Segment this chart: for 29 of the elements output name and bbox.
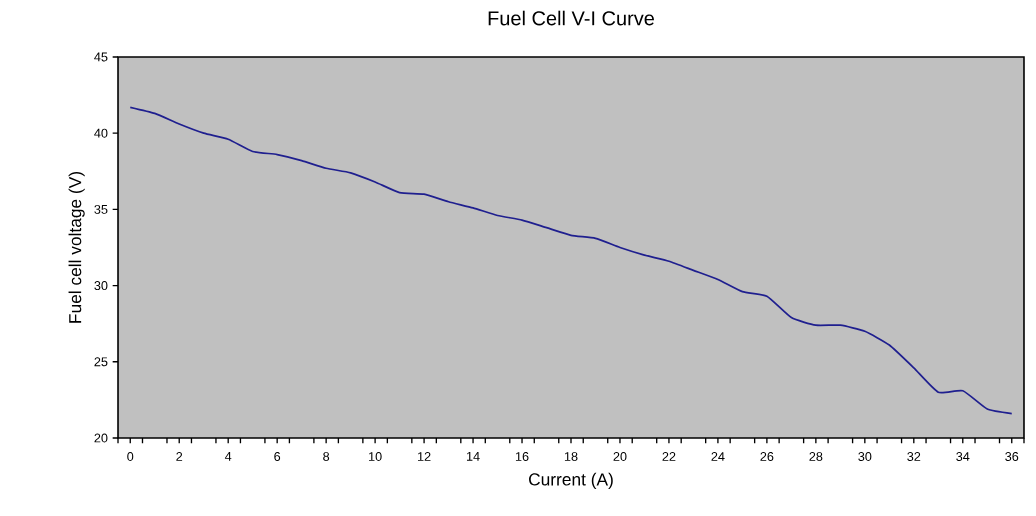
- y-tick-label: 30: [94, 281, 108, 291]
- x-tick-label: 2: [176, 452, 183, 461]
- x-tick-label: 6: [274, 452, 281, 461]
- x-tick-label: 30: [858, 452, 872, 461]
- x-tick-label: 14: [466, 452, 480, 461]
- x-tick-label: 8: [323, 452, 330, 461]
- x-tick-label: 0: [127, 452, 134, 461]
- x-tick-label: 20: [613, 452, 627, 461]
- y-tick-label: 20: [94, 433, 108, 443]
- y-axis-title: Fuel cell voltage (V): [68, 172, 85, 323]
- x-tick-label: 12: [418, 452, 431, 461]
- x-tick-label: 22: [662, 452, 676, 461]
- x-tick-label: 16: [515, 452, 529, 461]
- x-tick-label: 26: [760, 452, 774, 461]
- y-tick-label: 40: [94, 128, 108, 138]
- x-tick-label: 32: [907, 452, 921, 461]
- x-tick-label: 10: [369, 452, 382, 461]
- y-tick-label: 35: [94, 204, 108, 214]
- x-tick-label: 28: [809, 452, 823, 461]
- x-tick-label: 18: [564, 452, 578, 461]
- line-series: [129, 106, 1013, 415]
- x-tick-label: 34: [956, 452, 970, 461]
- y-tick-label: 45: [94, 52, 108, 62]
- x-tick-label: 24: [711, 452, 725, 461]
- x-axis-title: Current (A): [529, 472, 613, 489]
- chart-title: Fuel Cell V-I Curve: [488, 10, 654, 26]
- x-tick-label: 4: [224, 452, 232, 461]
- y-tick-label: 25: [94, 357, 108, 367]
- x-tick-label: 36: [1005, 452, 1019, 461]
